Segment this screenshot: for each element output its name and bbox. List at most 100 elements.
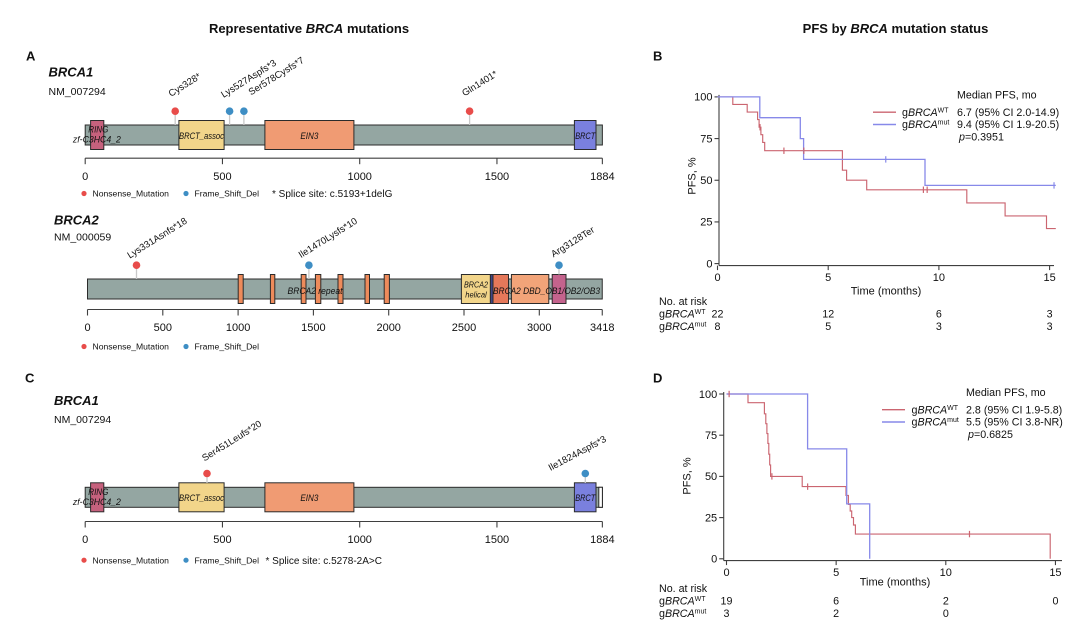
svg-text:Median PFS, mo: Median PFS, mo	[957, 90, 1037, 102]
svg-text:B: B	[653, 49, 662, 64]
svg-text:gBRCAmut: gBRCAmut	[659, 608, 706, 620]
svg-text:0: 0	[1052, 596, 1058, 608]
svg-text:1500: 1500	[485, 171, 509, 183]
svg-text:NM_000059: NM_000059	[54, 232, 111, 244]
svg-text:10: 10	[940, 567, 952, 579]
svg-text:3000: 3000	[527, 322, 551, 334]
svg-text:6: 6	[936, 309, 942, 321]
svg-text:p=0.6825: p=0.6825	[967, 429, 1013, 441]
svg-text:BRCT_assoc: BRCT_assoc	[179, 131, 224, 142]
svg-text:500: 500	[213, 534, 231, 546]
svg-text:gBRCAmut: gBRCAmut	[659, 321, 706, 333]
svg-text:2: 2	[833, 608, 839, 620]
svg-text:gBRCAWT: gBRCAWT	[659, 596, 706, 608]
svg-text:PFS by BRCA mutation status: PFS by BRCA mutation status	[803, 21, 989, 36]
svg-text:helical: helical	[465, 289, 487, 299]
svg-text:0: 0	[943, 608, 949, 620]
svg-text:Nonsense_Mutation: Nonsense_Mutation	[93, 342, 170, 352]
svg-text:2.8 (95% CI 1.9-5.8): 2.8 (95% CI 1.9-5.8)	[966, 404, 1062, 416]
svg-text:500: 500	[213, 171, 231, 183]
svg-text:BRCA2 DBD_OB1/OB2/OB3: BRCA2 DBD_OB1/OB2/OB3	[493, 286, 601, 297]
svg-text:10: 10	[933, 272, 945, 284]
svg-text:gBRCAWT: gBRCAWT	[902, 107, 949, 119]
svg-text:0: 0	[714, 272, 720, 284]
svg-text:0: 0	[706, 258, 712, 270]
svg-text:gBRCAWT: gBRCAWT	[659, 309, 706, 321]
svg-text:1500: 1500	[301, 322, 325, 334]
svg-text:500: 500	[154, 322, 172, 334]
svg-text:NM_007294: NM_007294	[49, 86, 106, 98]
svg-text:No. at risk: No. at risk	[659, 296, 708, 308]
svg-text:Frame_Shift_Del: Frame_Shift_Del	[195, 555, 260, 565]
svg-text:6: 6	[833, 596, 839, 608]
svg-text:19: 19	[721, 596, 733, 608]
svg-text:5: 5	[825, 272, 831, 284]
svg-text:PFS, %: PFS, %	[682, 457, 694, 495]
svg-text:Time (months): Time (months)	[860, 577, 931, 589]
svg-text:BRCT: BRCT	[575, 493, 596, 504]
svg-text:Representative BRCA mutations: Representative BRCA mutations	[209, 21, 409, 36]
svg-text:0: 0	[82, 534, 88, 546]
svg-text:zf-C3HC4_2: zf-C3HC4_2	[72, 135, 121, 145]
svg-text:0: 0	[84, 322, 90, 334]
svg-text:3: 3	[936, 321, 942, 333]
svg-text:BRCA2: BRCA2	[464, 279, 488, 289]
svg-text:22: 22	[712, 309, 724, 321]
svg-text:* Splice site: c.5278-2A>C: * Splice site: c.5278-2A>C	[266, 556, 382, 567]
svg-text:1884: 1884	[590, 171, 614, 183]
svg-text:50: 50	[700, 175, 712, 187]
svg-text:0: 0	[723, 567, 729, 579]
svg-text:A: A	[26, 49, 36, 64]
svg-text:No. at risk: No. at risk	[659, 583, 708, 595]
svg-text:100: 100	[699, 389, 717, 401]
svg-text:2500: 2500	[452, 322, 476, 334]
svg-text:EIN3: EIN3	[300, 493, 319, 504]
svg-text:Nonsense_Mutation: Nonsense_Mutation	[93, 189, 170, 199]
svg-text:RING: RING	[88, 125, 108, 135]
svg-text:50: 50	[705, 471, 717, 483]
svg-text:BRCA1: BRCA1	[54, 393, 99, 408]
svg-text:D: D	[653, 371, 662, 386]
svg-text:75: 75	[705, 430, 717, 442]
svg-text:p=0.3951: p=0.3951	[958, 131, 1004, 143]
svg-text:gBRCAmut: gBRCAmut	[902, 119, 949, 131]
svg-text:1884: 1884	[590, 534, 614, 546]
svg-text:3: 3	[724, 608, 730, 620]
svg-text:gBRCAmut: gBRCAmut	[912, 417, 959, 429]
svg-text:BRCA1: BRCA1	[49, 65, 94, 80]
svg-text:5: 5	[825, 321, 831, 333]
svg-text:gBRCAWT: gBRCAWT	[912, 404, 959, 416]
svg-text:0: 0	[711, 554, 717, 566]
svg-text:6.7 (95% CI 2.0-14.9): 6.7 (95% CI 2.0-14.9)	[957, 107, 1059, 119]
svg-text:PFS, %: PFS, %	[687, 157, 699, 195]
svg-text:NM_007294: NM_007294	[54, 414, 111, 426]
svg-text:Frame_Shift_Del: Frame_Shift_Del	[195, 189, 260, 199]
svg-text:Frame_Shift_Del: Frame_Shift_Del	[195, 342, 260, 352]
svg-text:BRCT_assoc: BRCT_assoc	[179, 493, 224, 504]
svg-text:BRCT: BRCT	[575, 131, 596, 142]
svg-text:9.4 (95% CI 1.9-20.5): 9.4 (95% CI 1.9-20.5)	[957, 119, 1059, 131]
svg-text:* Splice site: c.5193+1delG: * Splice site: c.5193+1delG	[272, 189, 393, 200]
svg-text:100: 100	[694, 92, 712, 104]
svg-text:12: 12	[822, 309, 834, 321]
svg-text:1000: 1000	[226, 322, 250, 334]
svg-text:BRCA2 repeat: BRCA2 repeat	[288, 286, 343, 297]
svg-text:1000: 1000	[347, 171, 371, 183]
svg-text:25: 25	[705, 512, 717, 524]
svg-text:Median PFS, mo: Median PFS, mo	[966, 387, 1046, 399]
svg-text:75: 75	[700, 133, 712, 145]
svg-text:25: 25	[700, 217, 712, 229]
svg-text:C: C	[25, 371, 35, 386]
svg-text:3: 3	[1047, 309, 1053, 321]
svg-text:zf-C3HC4_2: zf-C3HC4_2	[72, 497, 121, 507]
svg-text:3418: 3418	[590, 322, 614, 334]
svg-text:5: 5	[833, 567, 839, 579]
svg-text:15: 15	[1043, 272, 1055, 284]
svg-text:0: 0	[82, 171, 88, 183]
svg-text:5.5 (95% CI 3.8-NR): 5.5 (95% CI 3.8-NR)	[966, 417, 1063, 429]
svg-text:RING: RING	[88, 487, 108, 497]
svg-text:Nonsense_Mutation: Nonsense_Mutation	[93, 555, 170, 565]
svg-text:3: 3	[1047, 321, 1053, 333]
svg-text:2: 2	[943, 596, 949, 608]
svg-text:BRCA2: BRCA2	[54, 213, 100, 228]
